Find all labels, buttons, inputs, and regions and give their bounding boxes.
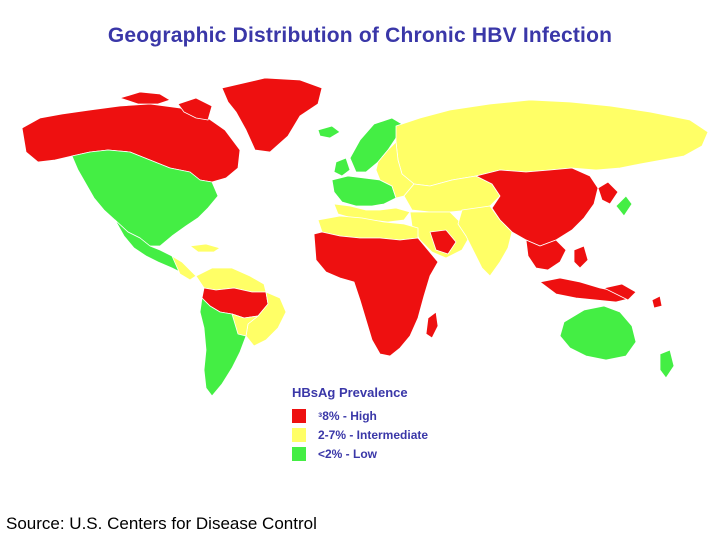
region-caribbean <box>189 243 221 253</box>
region-india <box>457 205 513 277</box>
legend-label-low: <2% - Low <box>318 446 378 461</box>
region-arctic-islands <box>119 91 171 105</box>
region-africa <box>313 231 439 357</box>
legend-label-high: ᵌ8% - High <box>318 408 377 423</box>
region-korea-japan <box>597 181 619 205</box>
world-prevalence-map <box>21 77 709 397</box>
region-uk <box>333 157 351 177</box>
legend-item-low: <2% - Low <box>292 444 512 463</box>
region-arabia-high <box>429 229 457 255</box>
legend-item-intermediate: 2-7% - Intermediate <box>292 425 512 444</box>
legend-swatch-high <box>292 408 306 423</box>
map-title: Geographic Distribution of Chronic HBV I… <box>107 24 613 47</box>
legend-item-high: ᵌ8% - High <box>292 406 512 425</box>
region-australia <box>559 305 637 361</box>
region-western-europe <box>331 175 397 207</box>
region-new-guinea <box>603 283 637 301</box>
region-sa-south <box>231 313 259 337</box>
legend-swatch-intermediate <box>292 427 306 442</box>
region-pacific-islands <box>651 295 663 309</box>
region-new-zealand <box>659 349 675 379</box>
legend-title: HBsAg Prevalence <box>292 385 408 400</box>
region-japan <box>615 195 633 217</box>
region-north-america <box>71 149 219 247</box>
region-indonesia <box>539 277 633 303</box>
prevalence-legend: HBsAg Prevalence ᵌ8% - High 2-7% - Inter… <box>292 385 512 463</box>
region-iceland <box>317 125 341 139</box>
source-caption: Source: U.S. Centers for Disease Control <box>6 514 317 533</box>
region-philippines <box>573 245 589 269</box>
legend-swatch-low <box>292 446 306 461</box>
region-baffin <box>177 97 213 121</box>
legend-label-intermediate: 2-7% - Intermediate <box>318 427 429 442</box>
region-greenland <box>221 77 323 153</box>
region-southeast-asia <box>525 239 567 271</box>
region-madagascar <box>425 311 439 339</box>
